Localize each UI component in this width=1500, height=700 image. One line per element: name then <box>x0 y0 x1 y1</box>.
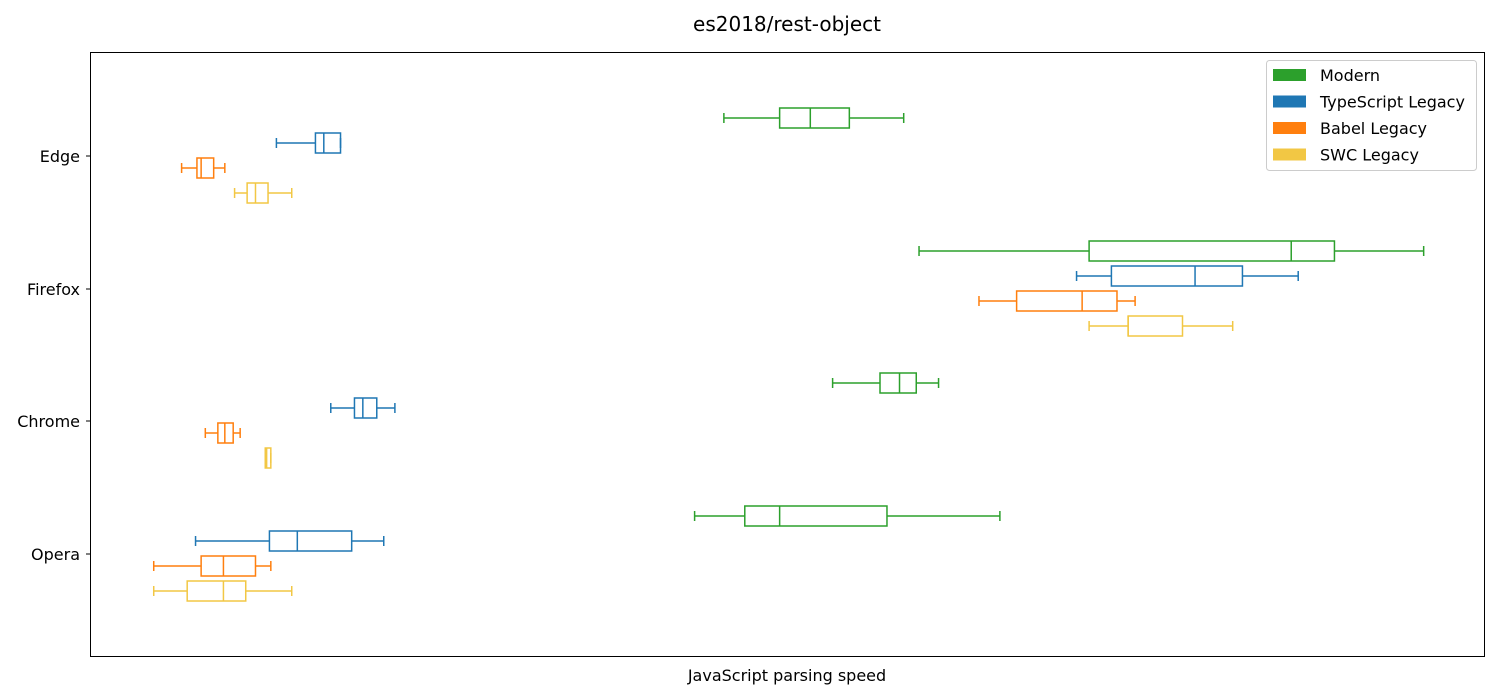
box-typescript-legacy-firefox <box>1075 265 1299 287</box>
box-iqr <box>1088 240 1336 262</box>
box-babel-legacy-opera <box>152 555 272 577</box>
box-modern-opera <box>693 505 1001 527</box>
legend-swatch <box>1273 148 1306 161</box>
box-iqr <box>879 372 917 394</box>
box-iqr <box>264 447 272 469</box>
legend-item-modern: Modern <box>1273 66 1380 85</box>
legend-item-babel-legacy: Babel Legacy <box>1273 119 1427 138</box>
legend-swatch <box>1273 122 1306 134</box>
box-swc-legacy-opera <box>152 580 293 602</box>
legend-swatch <box>1273 95 1306 108</box>
box-typescript-legacy-opera <box>194 530 385 552</box>
legend-frame <box>1266 60 1477 171</box>
box-babel-legacy-chrome <box>204 422 241 444</box>
y-axis-labels: Edge Firefox Chrome Opera <box>17 147 91 564</box>
legend-label: TypeScript Legacy <box>1319 93 1465 112</box>
box-swc-legacy-firefox <box>1088 315 1234 337</box>
box-iqr <box>246 182 269 204</box>
legend-swatch <box>1273 69 1306 81</box>
box-iqr <box>196 157 215 179</box>
y-tick-label-opera: Opera <box>31 545 80 564</box>
legend-item-swc-legacy: SWC Legacy <box>1273 146 1419 165</box>
box-iqr <box>778 107 851 129</box>
box-iqr <box>1015 290 1118 312</box>
box-swc-legacy-edge <box>233 182 293 204</box>
box-typescript-legacy-chrome <box>330 397 396 419</box>
box-babel-legacy-edge <box>180 157 226 179</box>
legend: Modern TypeScript Legacy Babel Legacy SWC L… <box>1266 60 1477 171</box>
y-tick-label-edge: Edge <box>40 147 80 166</box>
y-tick-label-firefox: Firefox <box>27 280 80 299</box>
box-typescript-legacy-edge <box>275 132 342 154</box>
legend-label: SWC Legacy <box>1320 146 1419 165</box>
box-modern-edge <box>723 107 905 129</box>
box-iqr <box>268 530 353 552</box>
chart-title: es2018/rest-object <box>693 12 881 36</box>
box-iqr <box>1110 265 1244 287</box>
box-iqr <box>353 397 378 419</box>
box-modern-chrome <box>831 372 940 394</box>
legend-item-typescript-legacy: TypeScript Legacy <box>1273 93 1465 112</box>
box-swc-legacy-chrome <box>264 447 272 469</box>
legend-label: Modern <box>1320 66 1380 85</box>
plot-area-frame <box>90 52 1485 657</box>
y-tick-label-chrome: Chrome <box>17 412 80 431</box>
box-babel-legacy-firefox <box>978 290 1136 312</box>
box-iqr <box>186 580 247 602</box>
x-axis-label: JavaScript parsing speed <box>687 666 886 685</box>
box-modern-firefox <box>918 240 1425 262</box>
boxes-layer <box>152 107 1425 602</box>
box-iqr <box>200 555 257 577</box>
legend-label: Babel Legacy <box>1320 119 1427 138</box>
box-iqr <box>314 132 342 154</box>
box-iqr <box>744 505 888 527</box>
